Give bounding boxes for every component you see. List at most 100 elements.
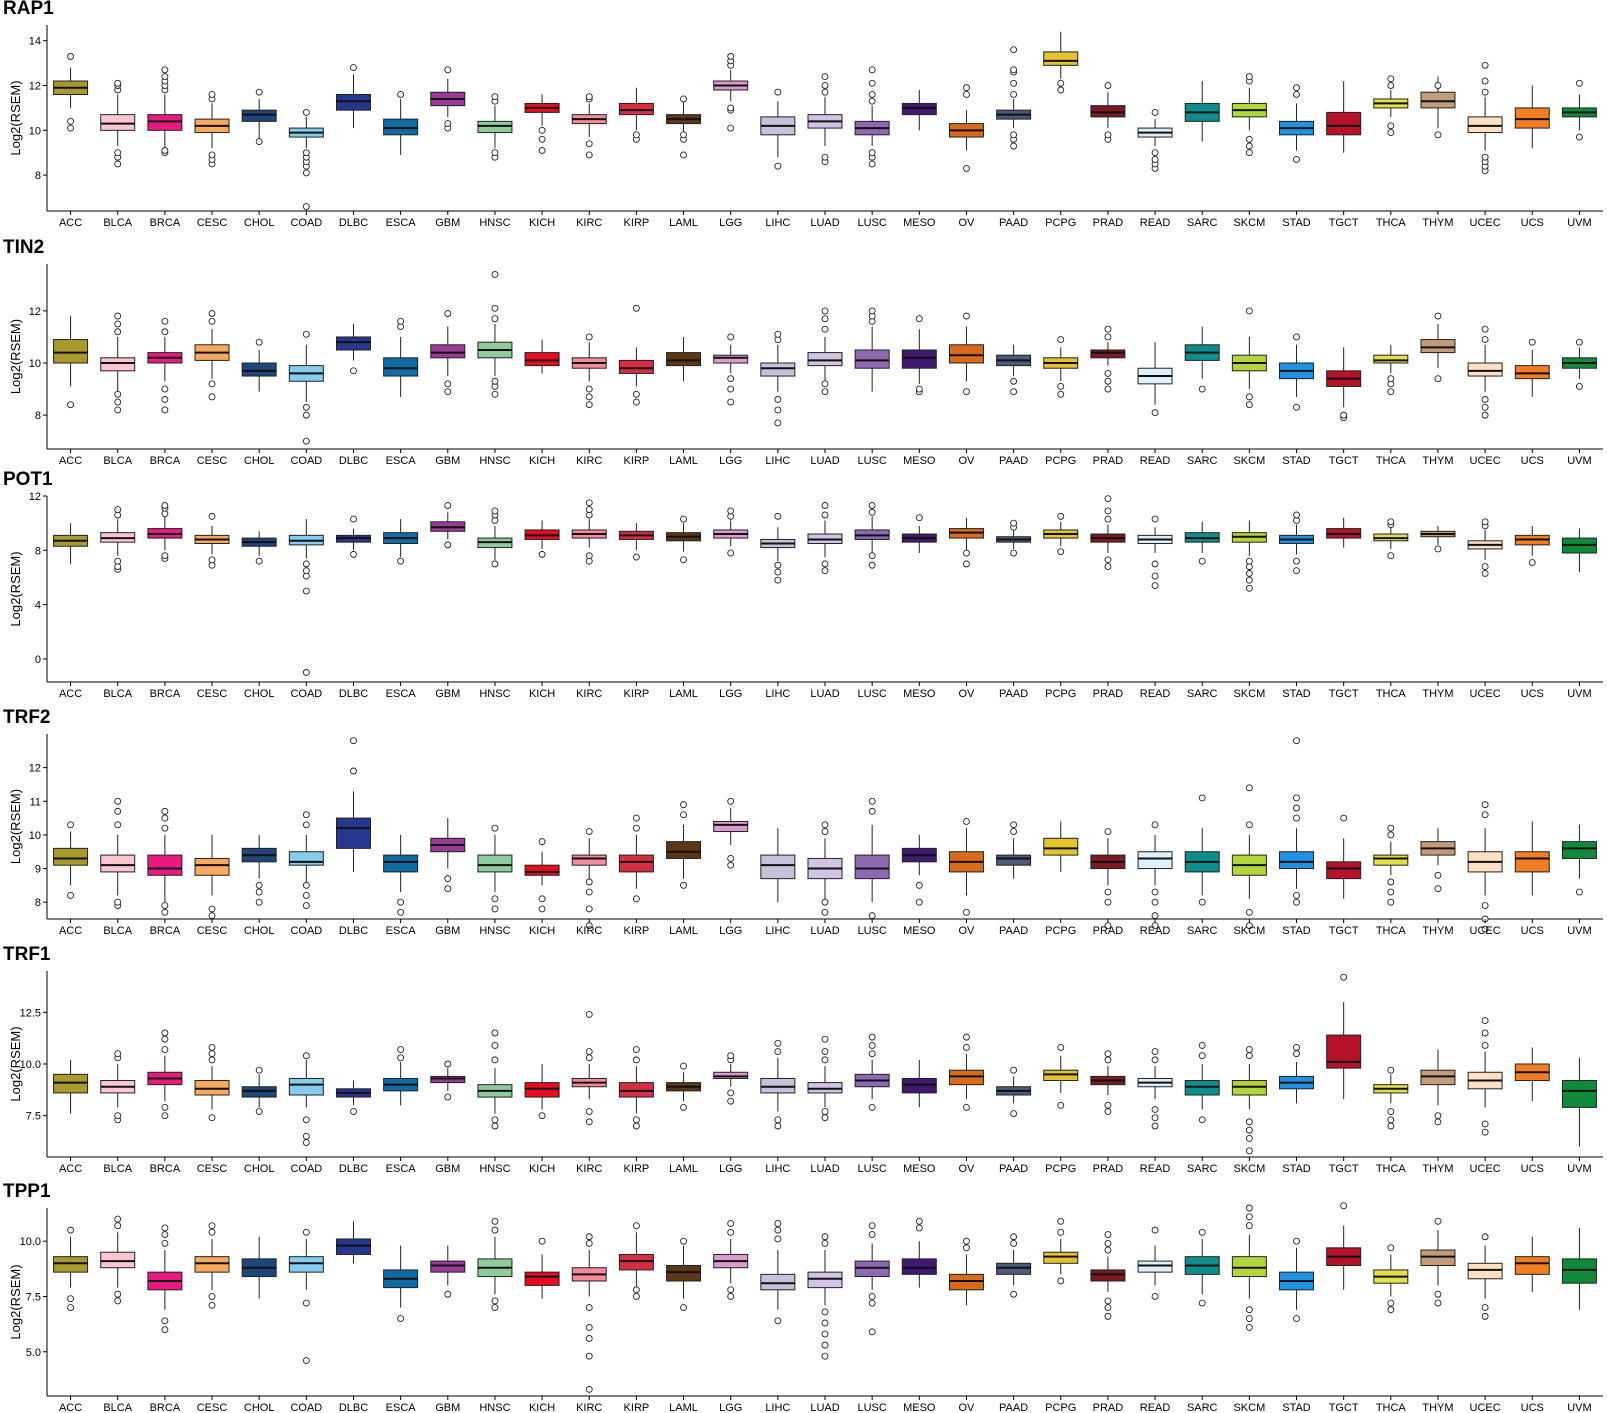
outlier-point (444, 388, 452, 396)
x-tick-label: ACC (59, 925, 82, 937)
x-tick-label: LAML (669, 688, 698, 700)
outlier-point (680, 881, 687, 889)
box-body (53, 1256, 89, 1273)
box-body (1514, 851, 1550, 873)
x-tick-label: THCA (1376, 1163, 1407, 1175)
outlier-point (868, 66, 876, 74)
outlier-point (1481, 801, 1489, 809)
x-tick-label: LAML (669, 217, 698, 229)
box-ucec: UCEC (1467, 325, 1503, 467)
outlier-point (114, 390, 122, 398)
outlier-point (915, 315, 923, 323)
outlier-point (397, 1315, 405, 1323)
x-tick-label: TGCT (1329, 1402, 1359, 1413)
outlier-point (774, 561, 782, 569)
outlier-point (491, 824, 499, 832)
outlier-point (1151, 572, 1159, 580)
box-kirp: KIRP (618, 87, 654, 229)
y-tick-label: 0 (35, 654, 41, 666)
x-tick-label: ESCA (386, 455, 417, 467)
box-tgct: TGCT (1326, 973, 1362, 1175)
outlier-point (632, 390, 640, 398)
outlier-point (821, 511, 829, 519)
x-tick-label: UCEC (1470, 1402, 1501, 1413)
outlier-point (1293, 567, 1300, 575)
box-body (666, 1265, 702, 1282)
box-body (618, 854, 654, 873)
outlier-point (1010, 821, 1018, 829)
outlier-point (963, 1033, 970, 1041)
box-body (1514, 365, 1550, 380)
box-prad: PRAD (1090, 828, 1126, 937)
box-body (807, 352, 843, 367)
outlier-point (632, 1222, 640, 1230)
y-tick-label: 12 (29, 491, 41, 503)
x-tick-label: KICH (529, 1402, 555, 1413)
outlier-point (1434, 375, 1442, 383)
outlier-point (1481, 1041, 1489, 1049)
x-tick-label: PRAD (1093, 925, 1124, 937)
x-tick-label: HNSC (479, 1402, 510, 1413)
outlier-point (1010, 66, 1018, 74)
box-lusc: LUSC (854, 1222, 890, 1413)
box-sarc: SARC (1184, 326, 1220, 467)
box-brca: BRCA (147, 502, 183, 700)
x-tick-label: THYM (1422, 455, 1453, 467)
x-tick-label: LIHC (765, 1163, 790, 1175)
outlier-point (350, 64, 357, 72)
box-body (760, 854, 796, 880)
outlier-point (1104, 1101, 1112, 1109)
outlier-point (821, 1114, 829, 1122)
outlier-point (1245, 393, 1253, 401)
outlier-point (302, 587, 310, 595)
box-ucs: UCS (1514, 338, 1550, 467)
box-meso: MESO (901, 89, 937, 229)
x-tick-label: MESO (903, 1163, 936, 1175)
outlier-point (585, 393, 593, 401)
outlier-point (1481, 1017, 1489, 1025)
outlier-point (868, 1050, 876, 1058)
outlier-point (161, 502, 169, 509)
outlier-point (161, 1029, 169, 1037)
outlier-point (491, 1217, 499, 1225)
outlier-point (1104, 369, 1112, 377)
box-body (194, 857, 230, 876)
x-tick-label: CESC (197, 455, 228, 467)
box-kirc: KIRC (571, 333, 607, 467)
outlier-point (821, 1233, 829, 1241)
outlier-point (1434, 1217, 1442, 1225)
x-tick-label: OV (959, 925, 976, 937)
outlier-point (1151, 1226, 1159, 1234)
outlier-point (491, 377, 499, 385)
y-tick-label: 8 (35, 897, 41, 909)
outlier-point (1293, 84, 1300, 92)
outlier-point (632, 1046, 640, 1053)
box-body (713, 1071, 749, 1079)
outlier-point (1481, 1233, 1489, 1241)
y-axis-label: Log2(RSEM) (8, 551, 23, 626)
outlier-point (963, 312, 970, 320)
outlier-point (963, 1237, 970, 1245)
x-tick-label: COAD (290, 1402, 322, 1413)
x-tick-label: READ (1140, 455, 1171, 467)
outlier-point (774, 1317, 782, 1325)
box-body (854, 854, 890, 880)
x-tick-label: GBM (435, 1402, 460, 1413)
box-ov: OV (948, 312, 984, 467)
box-body (241, 1086, 277, 1098)
box-body (948, 1069, 984, 1086)
outlier-point (1104, 1246, 1112, 1254)
outlier-point (1010, 91, 1018, 98)
box-dlbc: DLBC (335, 1080, 371, 1175)
outlier-point (397, 91, 405, 98)
outlier-point (161, 1231, 169, 1238)
x-tick-label: SKCM (1233, 1163, 1265, 1175)
x-tick-label: READ (1140, 1402, 1171, 1413)
x-tick-label: LUAD (810, 217, 839, 229)
outlier-point (1340, 1202, 1348, 1210)
x-tick-label: UVM (1567, 455, 1591, 467)
outlier-point (208, 317, 216, 325)
outlier-point (491, 270, 499, 278)
outlier-point (1245, 1052, 1253, 1060)
x-tick-label: KIRC (576, 925, 602, 937)
